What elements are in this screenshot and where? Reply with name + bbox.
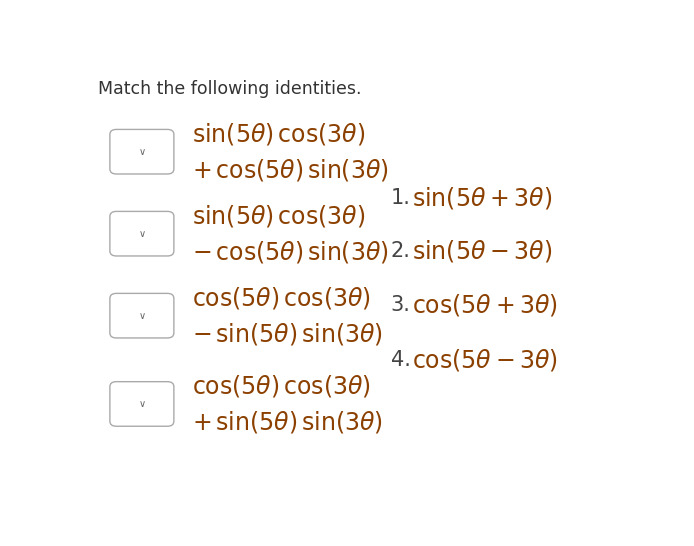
Text: $\sin(5\theta-3\theta)$: $\sin(5\theta-3\theta)$ (412, 238, 552, 264)
Text: $-\,\cos(5\theta)\,\sin(3\theta)$: $-\,\cos(5\theta)\,\sin(3\theta)$ (192, 239, 389, 265)
Text: $\sin(5\theta)\,\cos(3\theta)$: $\sin(5\theta)\,\cos(3\theta)$ (192, 203, 365, 229)
Text: $\cos(5\theta+3\theta)$: $\cos(5\theta+3\theta)$ (412, 292, 558, 318)
Text: $\vee$: $\vee$ (138, 399, 146, 409)
Text: $\cos(5\theta)\,\cos(3\theta)$: $\cos(5\theta)\,\cos(3\theta)$ (192, 285, 371, 311)
Text: $\vee$: $\vee$ (138, 147, 146, 157)
Text: Match the following identities.: Match the following identities. (97, 80, 361, 98)
Text: $+\,\cos(5\theta)\,\sin(3\theta)$: $+\,\cos(5\theta)\,\sin(3\theta)$ (192, 157, 389, 182)
Text: $-\,\sin(5\theta)\,\sin(3\theta)$: $-\,\sin(5\theta)\,\sin(3\theta)$ (192, 321, 382, 347)
Text: 1.: 1. (391, 188, 411, 208)
Text: 4.: 4. (391, 350, 411, 370)
Text: $\cos(5\theta)\,\cos(3\theta)$: $\cos(5\theta)\,\cos(3\theta)$ (192, 373, 371, 399)
Text: 2.: 2. (391, 240, 411, 260)
Text: $+\,\sin(5\theta)\,\sin(3\theta)$: $+\,\sin(5\theta)\,\sin(3\theta)$ (192, 409, 382, 435)
Text: $\cos(5\theta-3\theta)$: $\cos(5\theta-3\theta)$ (412, 347, 558, 373)
Text: $\sin(5\theta)\,\cos(3\theta)$: $\sin(5\theta)\,\cos(3\theta)$ (192, 121, 365, 147)
FancyBboxPatch shape (110, 129, 174, 174)
Text: $\vee$: $\vee$ (138, 229, 146, 239)
FancyBboxPatch shape (110, 293, 174, 338)
Text: 3.: 3. (391, 295, 411, 315)
Text: $\vee$: $\vee$ (138, 311, 146, 321)
FancyBboxPatch shape (110, 382, 174, 426)
FancyBboxPatch shape (110, 211, 174, 256)
Text: $\sin(5\theta+3\theta)$: $\sin(5\theta+3\theta)$ (412, 185, 552, 211)
